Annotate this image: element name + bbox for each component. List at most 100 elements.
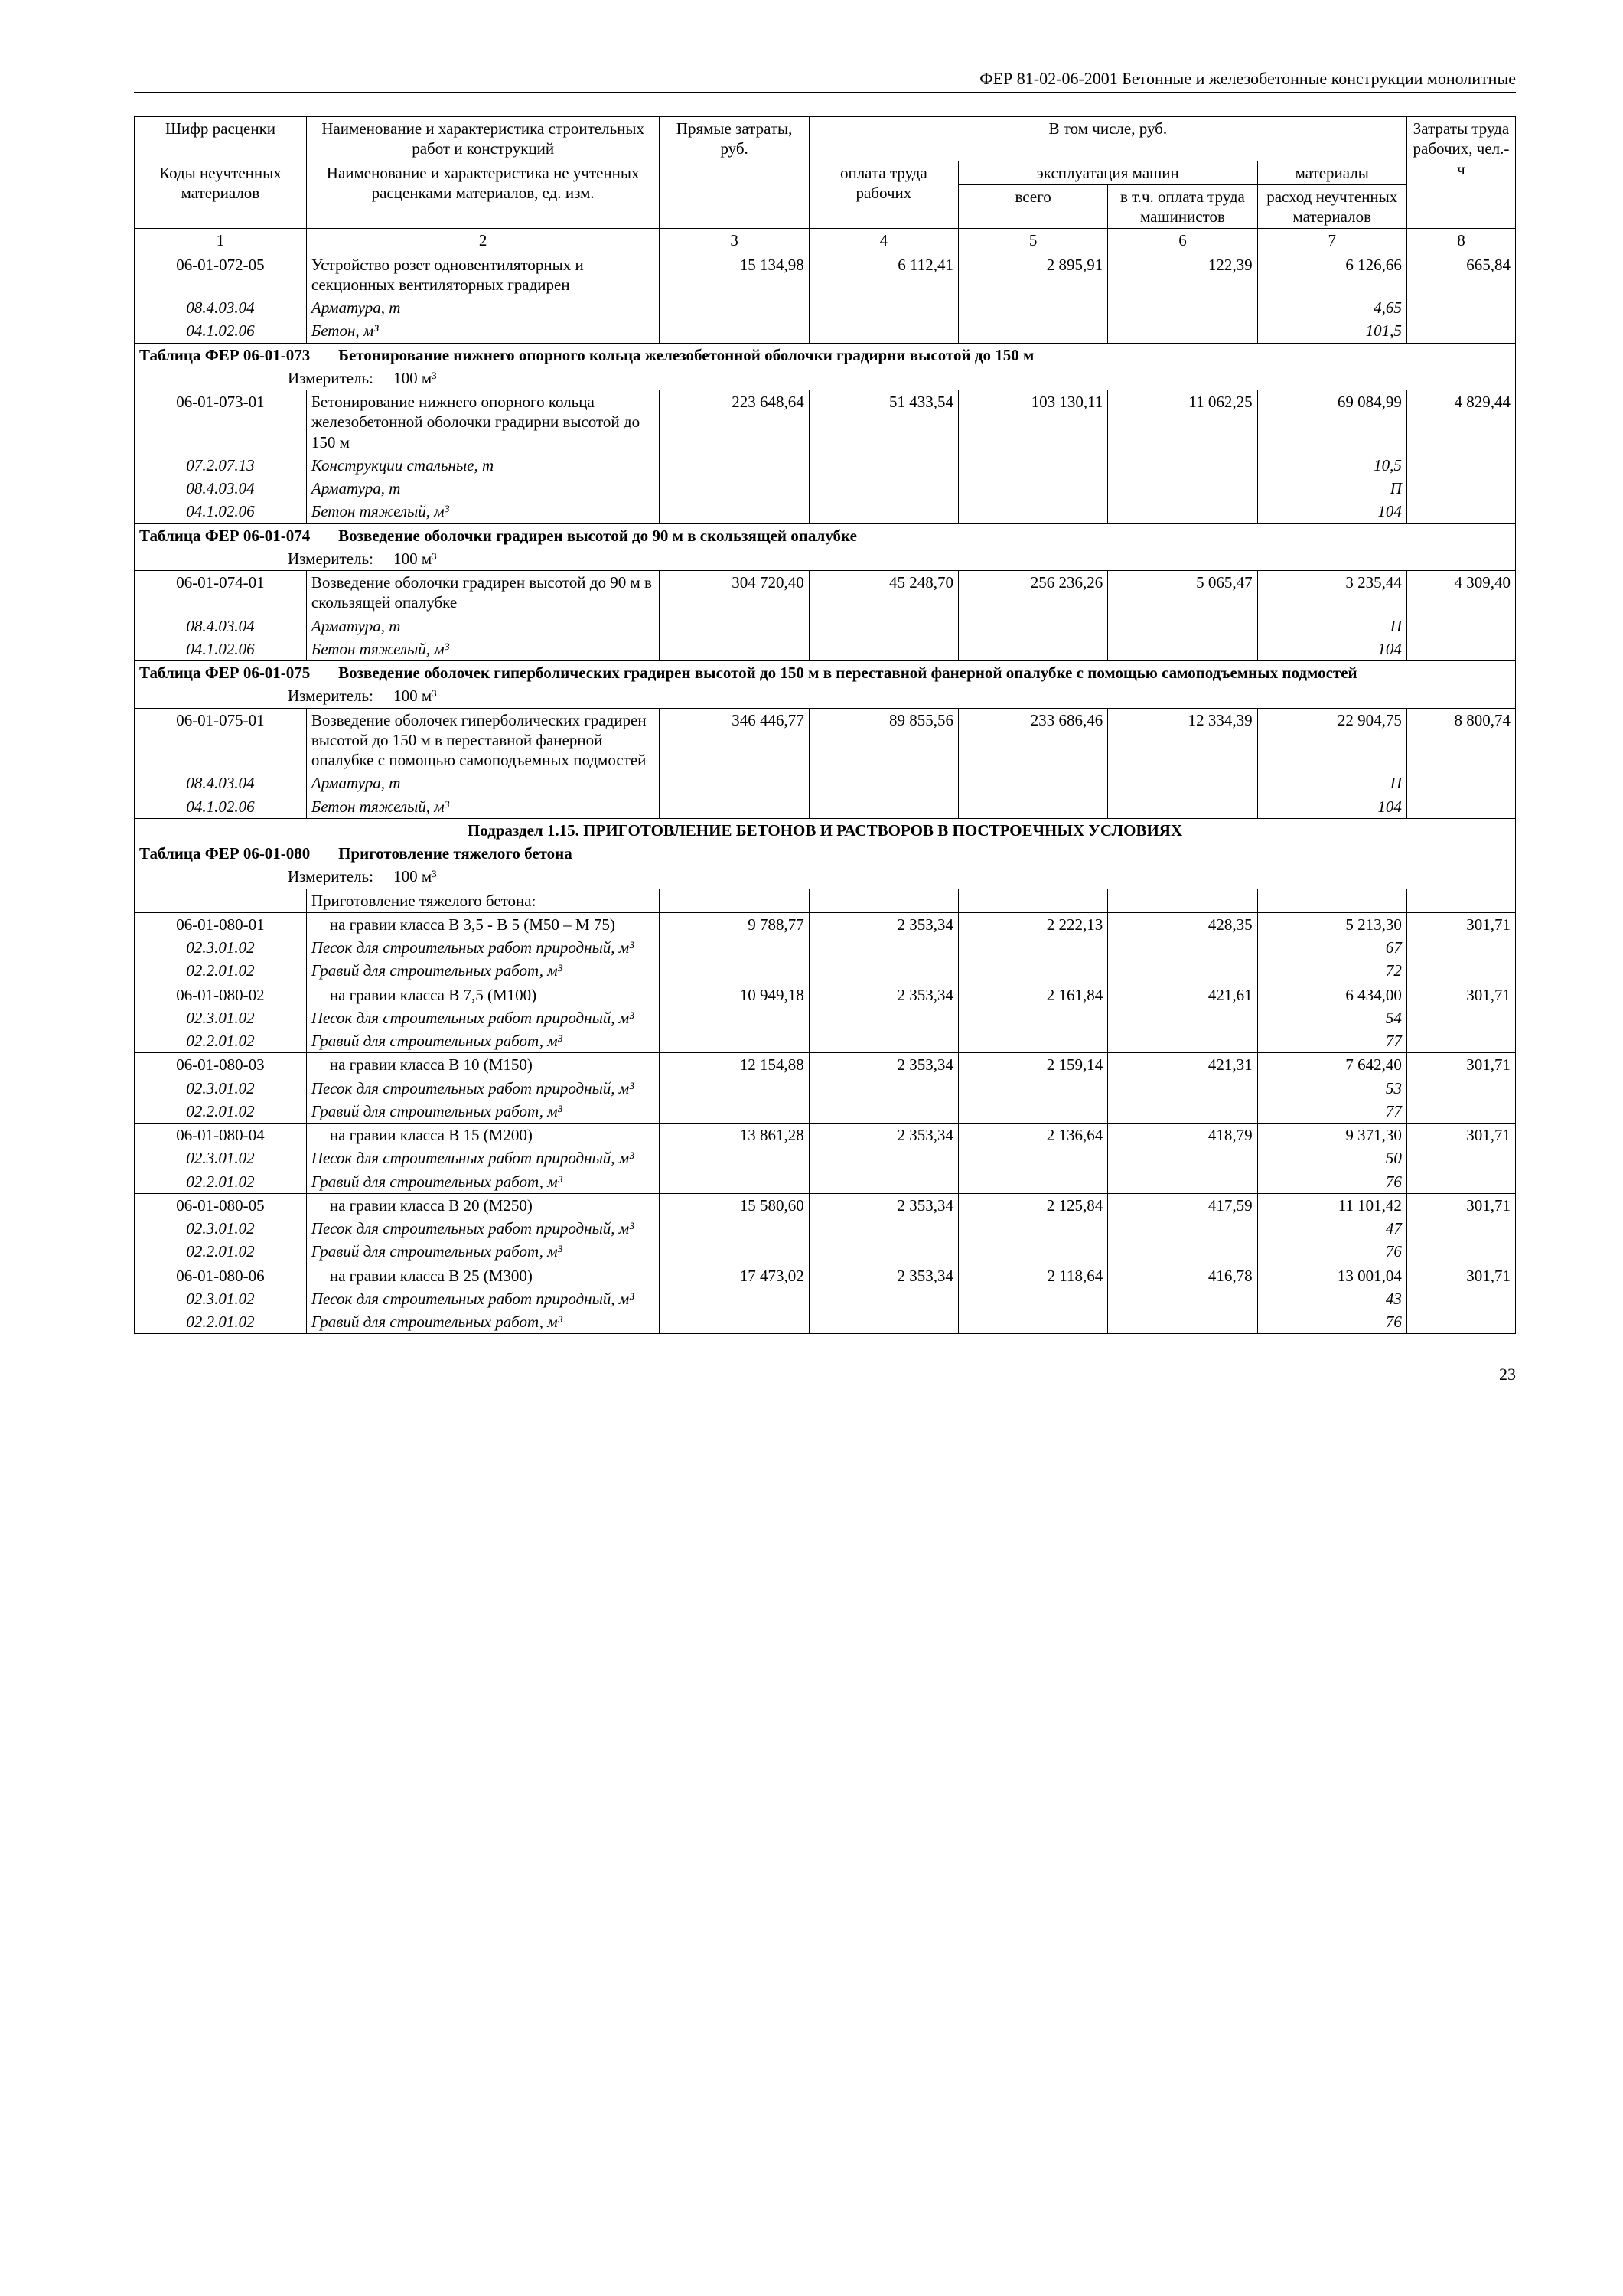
mc: 04.1.02.06: [135, 795, 307, 819]
v6: 122,39: [1108, 253, 1257, 296]
mc: 07.2.07.13: [135, 454, 307, 477]
mc: 08.4.03.04: [135, 771, 307, 794]
t073-meas: Измеритель: 100 м³: [135, 367, 1516, 390]
head-row-2: Коды неучтенных материалов Наименование …: [135, 161, 1516, 184]
main-table: Шифр расценки Наименование и характерист…: [134, 116, 1516, 1334]
mv: П: [1257, 615, 1406, 638]
v6: 11 062,25: [1108, 390, 1257, 454]
h-labor: Затраты труда рабочих, чел.-ч: [1406, 117, 1515, 229]
row-073-m1: 07.2.07.13 Конструкции стальные, т 10,5: [135, 454, 1516, 477]
meas-lbl: Измеритель:: [288, 369, 373, 387]
v7: 3 235,44: [1257, 571, 1406, 615]
mv: 10,5: [1257, 454, 1406, 477]
row-075-m1: 08.4.03.04 Арматура, т П: [135, 771, 1516, 794]
row-06-01-080-05-m1: 02.3.01.02Песок для строительных работ п…: [135, 1217, 1516, 1240]
t075-title: Таблица ФЕР 06-01-075: [139, 664, 310, 682]
h-pay: оплата труда рабочих: [809, 161, 958, 229]
mn: Арматура, т: [306, 615, 660, 638]
row-06-01-080-06: 06-01-080-06на гравии класса В 25 (М300)…: [135, 1264, 1516, 1287]
v4: 51 433,54: [809, 390, 958, 454]
v7: 22 904,75: [1257, 708, 1406, 771]
section-115: Подраздел 1.15. ПРИГОТОВЛЕНИЕ БЕТОНОВ И …: [135, 818, 1516, 842]
cn2: 2: [306, 229, 660, 253]
mn: Бетон тяжелый, м³: [306, 500, 660, 523]
row-06-01-080-02-m1: 02.3.01.02Песок для строительных работ п…: [135, 1006, 1516, 1029]
v4: 89 855,56: [809, 708, 958, 771]
v5: 103 130,11: [959, 390, 1108, 454]
t080-sub: Приготовление тяжелого бетона: [338, 844, 572, 863]
mc: 04.1.02.06: [135, 500, 307, 523]
mn: Бетон тяжелый, м³: [306, 638, 660, 661]
h-name: Наименование и характеристика строительн…: [306, 117, 660, 161]
v3: 15 134,98: [660, 253, 809, 296]
v8: 8 800,74: [1406, 708, 1515, 771]
mc: 08.4.03.04: [135, 296, 307, 319]
row-075-01: 06-01-075-01 Возведение оболочек гипербо…: [135, 708, 1516, 771]
t075-meas: Измеритель: 100 м³: [135, 684, 1516, 708]
mv: 104: [1257, 500, 1406, 523]
mc: 08.4.03.04: [135, 615, 307, 638]
v6: 5 065,47: [1108, 571, 1257, 615]
page-number: 23: [134, 1365, 1516, 1384]
meas-lbl: Измеритель:: [288, 550, 373, 568]
code: 06-01-075-01: [135, 708, 307, 771]
meas-val: 100 м³: [393, 369, 436, 387]
name: Возведение оболочек гиперболических град…: [306, 708, 660, 771]
mn: Арматура, т: [306, 771, 660, 794]
cn7: 7: [1257, 229, 1406, 253]
mv: 4,65: [1257, 296, 1406, 319]
t080-group: Приготовление тяжелого бетона:: [135, 889, 1516, 912]
row-074-01: 06-01-074-01 Возведение оболочки градире…: [135, 571, 1516, 615]
row-074-m2: 04.1.02.06 Бетон тяжелый, м³ 104: [135, 638, 1516, 661]
row-072-m2: 04.1.02.06 Бетон, м³ 101,5: [135, 319, 1516, 343]
t074-meas: Измеритель: 100 м³: [135, 547, 1516, 571]
cn5: 5: [959, 229, 1108, 253]
row-06-01-080-04-m2: 02.2.01.02Гравий для строительных работ,…: [135, 1170, 1516, 1194]
row-06-01-080-02-m2: 02.2.01.02Гравий для строительных работ,…: [135, 1029, 1516, 1053]
h-mater: материалы: [1257, 161, 1406, 184]
cn8: 8: [1406, 229, 1515, 253]
v5: 233 686,46: [959, 708, 1108, 771]
group-label: Приготовление тяжелого бетона:: [306, 889, 660, 912]
v6: 12 334,39: [1108, 708, 1257, 771]
v8: 665,84: [1406, 253, 1515, 296]
mv: П: [1257, 771, 1406, 794]
code: 06-01-073-01: [135, 390, 307, 454]
mn: Бетон тяжелый, м³: [306, 795, 660, 819]
v5: 256 236,26: [959, 571, 1108, 615]
mv: П: [1257, 477, 1406, 500]
v4: 45 248,70: [809, 571, 958, 615]
row-06-01-080-03: 06-01-080-03на гравии класса В 10 (М150)…: [135, 1053, 1516, 1077]
name: Возведение оболочки градирен высотой до …: [306, 571, 660, 615]
h-total: В том числе, руб.: [809, 117, 1406, 161]
meas-lbl: Измеритель:: [288, 867, 373, 885]
row-073-m2: 08.4.03.04 Арматура, т П: [135, 477, 1516, 500]
meas-val: 100 м³: [393, 550, 436, 568]
t075-title-row: Таблица ФЕР 06-01-075 Возведение оболоче…: [135, 661, 1516, 685]
t080-title: Таблица ФЕР 06-01-080: [139, 844, 310, 863]
name: Устройство розет одновентиляторных и сек…: [306, 253, 660, 296]
mn: Арматура, т: [306, 296, 660, 319]
row-06-01-080-06-m1: 02.3.01.02Песок для строительных работ п…: [135, 1287, 1516, 1310]
h-mat-code: Коды неучтенных материалов: [135, 161, 307, 229]
row-072-05: 06-01-072-05 Устройство розет одновентил…: [135, 253, 1516, 296]
v7: 69 084,99: [1257, 390, 1406, 454]
doc-header: ФЕР 81-02-06-2001 Бетонные и железобетон…: [134, 69, 1516, 93]
cn6: 6: [1108, 229, 1257, 253]
row-06-01-080-04: 06-01-080-04на гравии класса В 15 (М200)…: [135, 1124, 1516, 1147]
t073-title-row: Таблица ФЕР 06-01-073 Бетонирование нижн…: [135, 343, 1516, 367]
t080-title-row: Таблица ФЕР 06-01-080 Приготовление тяже…: [135, 842, 1516, 865]
t073-sub: Бетонирование нижнего опорного кольца же…: [338, 346, 1034, 364]
colnum-row: 1 2 3 4 5 6 7 8: [135, 229, 1516, 253]
row-06-01-080-05: 06-01-080-05на гравии класса В 20 (М250)…: [135, 1193, 1516, 1217]
mn: Конструкции стальные, т: [306, 454, 660, 477]
v8: 4 829,44: [1406, 390, 1515, 454]
mc: 04.1.02.06: [135, 638, 307, 661]
v7: 6 126,66: [1257, 253, 1406, 296]
row-06-01-080-05-m2: 02.2.01.02Гравий для строительных работ,…: [135, 1240, 1516, 1264]
mv: 104: [1257, 795, 1406, 819]
mc: 08.4.03.04: [135, 477, 307, 500]
h-mat-name: Наименование и характеристика не учтенны…: [306, 161, 660, 229]
row-06-01-080-02: 06-01-080-02на гравии класса В 7,5 (М100…: [135, 983, 1516, 1006]
h-mpay: в т.ч. оплата труда машинистов: [1108, 184, 1257, 229]
